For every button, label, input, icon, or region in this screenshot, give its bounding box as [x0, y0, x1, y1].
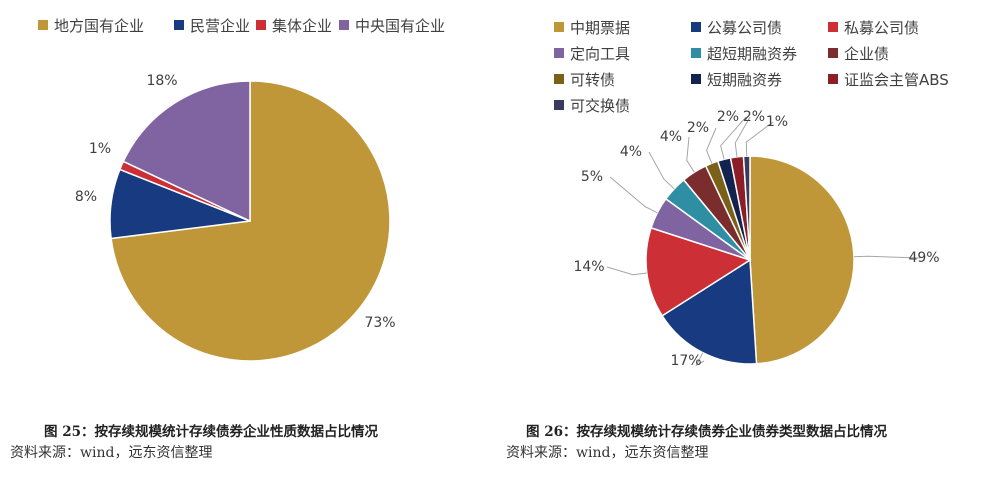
leader-line — [745, 121, 774, 157]
data-label: 2% — [743, 109, 765, 125]
legend-label: 定向工具 — [570, 45, 631, 63]
legend-label: 集体企业 — [272, 17, 333, 35]
legend-label: 可转债 — [570, 71, 616, 89]
data-label: 1% — [766, 114, 788, 130]
leader-line — [606, 266, 647, 276]
figure-caption: 图 26：按存续规模统计存续债券企业债券类型数据占比情况 — [526, 424, 887, 440]
figure-caption: 图 25：按存续规模统计存续债券企业性质数据占比情况 — [44, 424, 378, 440]
legend-swatch — [554, 73, 564, 84]
legend-item: 定向工具 — [554, 44, 630, 64]
legend-swatch — [554, 21, 564, 32]
data-label: 8% — [75, 189, 97, 205]
data-label: 2% — [717, 109, 739, 125]
legend-label: 中央国有企业 — [355, 17, 446, 35]
leader-line — [734, 116, 751, 157]
legend-swatch — [828, 47, 838, 58]
legend-label: 地方国有企业 — [54, 17, 145, 35]
legend-item: 中央国有企业 — [339, 16, 445, 36]
legend-item: 公募公司债 — [691, 18, 782, 38]
leader-line — [706, 127, 717, 164]
legend-swatch — [256, 19, 266, 30]
legend-label: 企业债 — [844, 45, 890, 63]
legend-item: 企业债 — [828, 44, 889, 64]
legend-item: 私募公司债 — [828, 18, 919, 38]
legend-swatch — [554, 99, 564, 110]
data-label: 18% — [146, 73, 177, 89]
data-label: 1% — [89, 141, 111, 157]
pie-chart-bond-type: 49%17%14%5%4%4%2%2% 2% 1% — [573, 109, 939, 369]
legend-label: 公募公司债 — [707, 19, 783, 37]
legend-label: 超短期融资券 — [707, 45, 798, 63]
legend-label: 短期融资券 — [707, 71, 783, 89]
data-label: 49% — [908, 250, 939, 266]
legend-label: 民营企业 — [190, 17, 251, 35]
legend-swatch — [828, 73, 838, 84]
legend-label: 私募公司债 — [844, 19, 920, 37]
leader-line — [695, 352, 705, 367]
pie-slice — [122, 80, 251, 223]
leader-line — [853, 255, 921, 259]
pie-chart-ownership: 73% 8% 1% 18% — [75, 73, 396, 362]
data-label: 4% — [620, 144, 642, 160]
data-label: 17% — [670, 353, 701, 369]
leader-line — [686, 136, 695, 173]
data-label: 73% — [364, 315, 395, 331]
data-label: 14% — [573, 259, 604, 275]
legend-item: 中期票据 — [554, 18, 630, 38]
data-label: 2% — [687, 120, 709, 136]
pie-slice — [749, 155, 855, 365]
legend-item: 短期融资券 — [691, 70, 782, 90]
chart-panel-ownership: 地方国有企业 民营企业 集体企业 中央国有企业 73% 8% 1% 18% 图 25：按存续… — [10, 16, 445, 461]
legend-item: 可交换债 — [554, 96, 630, 116]
leader-line — [648, 151, 675, 190]
legend-item: 集体企业 — [256, 16, 332, 36]
legend-swatch — [691, 73, 701, 84]
legend-swatch — [554, 47, 564, 58]
legend-swatch — [339, 19, 349, 30]
pie-slice — [645, 226, 752, 317]
chart-panel-bond-type: 中期票据 公募公司债 私募公司债定向工具 超短期融资券 企业债可转债 短期融资券 证监会主管… — [496, 0, 991, 492]
figure-source: 资料来源：wind，远东资信整理 — [10, 445, 213, 461]
legend-label: 中期票据 — [570, 19, 631, 37]
leader-line — [720, 116, 747, 160]
legend-swatch — [38, 19, 48, 30]
legend-label: 可交换债 — [570, 97, 631, 115]
legend-item: 可转债 — [554, 70, 615, 90]
legend-item: 超短期融资券 — [691, 44, 797, 64]
legend-swatch — [691, 21, 701, 32]
data-label: 4% — [660, 129, 682, 145]
legend-swatch — [174, 19, 184, 30]
figure-source: 资料来源：wind，远东资信整理 — [506, 445, 709, 461]
legend-label: 证监会主管ABS — [844, 71, 949, 89]
legend-item: 证监会主管ABS — [828, 70, 949, 90]
leader-line — [609, 176, 658, 214]
legend-swatch — [691, 47, 701, 58]
legend-item: 民营企业 — [174, 16, 250, 36]
legend-item: 地方国有企业 — [38, 16, 144, 36]
legend-swatch — [828, 21, 838, 32]
data-label: 5% — [581, 169, 603, 185]
